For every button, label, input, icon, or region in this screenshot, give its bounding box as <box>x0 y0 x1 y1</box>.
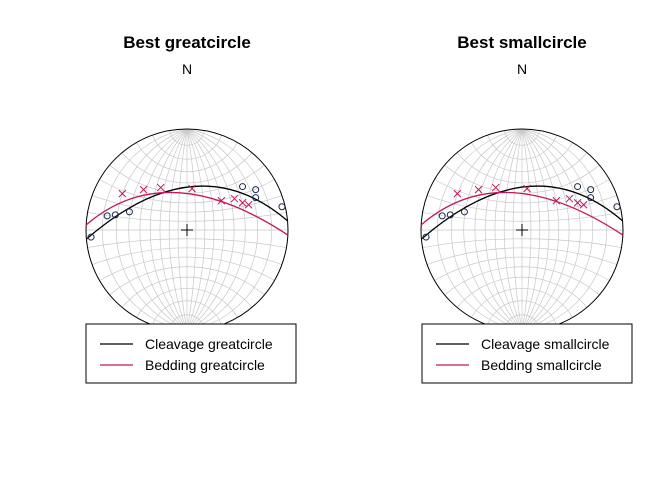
grid-parallel <box>152 134 222 160</box>
legend: Cleavage smallcircle Bedding smallcircle <box>421 323 633 384</box>
bedding-point-stroke <box>573 198 582 207</box>
cleavage-point <box>587 194 595 202</box>
bedding-point-stroke <box>238 198 247 207</box>
grid-parallel <box>169 130 205 146</box>
cleavage-point <box>446 211 454 219</box>
cleavage-point <box>574 183 582 191</box>
grid-parallel <box>121 276 253 308</box>
grid-parallel <box>422 212 622 222</box>
wulff-grid <box>86 128 288 332</box>
bedding-point <box>491 183 500 192</box>
fitted-circle <box>420 191 624 236</box>
grid-parallel <box>152 300 222 326</box>
cleavage-point <box>613 203 621 211</box>
legend-box <box>421 323 633 384</box>
bedding-point-stroke <box>118 189 127 198</box>
bedding-point <box>118 189 127 198</box>
cleavage-point <box>252 186 260 194</box>
bedding-point-stroke <box>565 194 574 203</box>
bedding-point-stroke <box>139 185 148 194</box>
grid-parallel <box>456 152 588 184</box>
grid-parallel <box>444 266 600 296</box>
bedding-point-stroke <box>453 189 462 198</box>
bedding-point <box>217 196 226 205</box>
bedding-point-stroke <box>552 196 561 205</box>
grid-parallel <box>136 142 238 173</box>
bedding-point <box>573 198 582 207</box>
grid-parallel <box>87 238 287 248</box>
legend: Cleavage greatcircle Bedding greatcircle <box>85 323 297 384</box>
grid-parallel <box>109 266 265 296</box>
grid-parallel <box>426 195 618 213</box>
cleavage-point <box>460 208 468 216</box>
bedding-point-stroke <box>217 196 226 205</box>
bedding-point <box>474 185 483 194</box>
bedding-point <box>139 185 148 194</box>
bedding-point-stroke <box>244 200 253 209</box>
stereonet <box>420 128 624 332</box>
bedding-point <box>552 196 561 205</box>
grid-parallel <box>456 276 588 308</box>
cleavage-point <box>278 203 286 211</box>
cleavage-point <box>422 233 430 241</box>
bedding-point-stroke <box>230 194 239 203</box>
grid-parallel <box>91 247 283 265</box>
legend-label-cleavage: Cleavage greatcircle <box>145 336 273 352</box>
cleavage-point <box>125 208 133 216</box>
bedding-point <box>230 194 239 203</box>
cleavage-point <box>111 211 119 219</box>
legend-label-cleavage: Cleavage smallcircle <box>481 336 610 352</box>
bedding-point <box>156 183 165 192</box>
north-label: N <box>182 61 192 77</box>
chart-title: Best smallcircle <box>457 33 586 52</box>
grid-parallel <box>422 238 622 248</box>
grid-parallel <box>87 212 287 222</box>
legend-box <box>85 323 297 384</box>
legend-label-bedding: Bedding greatcircle <box>145 357 265 373</box>
grid-parallel <box>121 152 253 184</box>
chart-title: Best greatcircle <box>123 33 251 52</box>
grid-parallel <box>504 130 540 146</box>
bedding-point <box>238 198 247 207</box>
bedding-point-stroke <box>579 200 588 209</box>
bedding-point <box>188 184 196 193</box>
cleavage-point <box>87 233 95 241</box>
bedding-point-stroke <box>523 184 531 193</box>
grid-parallel <box>99 256 275 281</box>
bedding-point <box>523 184 531 193</box>
panel-right: Best smallcircle N Cleavage smallcircle … <box>420 33 633 384</box>
grid-parallel <box>426 247 618 265</box>
cleavage-point <box>587 186 595 194</box>
bedding-point <box>453 189 462 198</box>
grid-parallel <box>99 179 275 204</box>
bedding-point-stroke <box>491 183 500 192</box>
panel-left: Best greatcircle N Cleavage greatcircle … <box>85 33 297 384</box>
bedding-point-stroke <box>156 183 165 192</box>
bedding-point-stroke <box>188 184 196 193</box>
grid-parallel <box>487 134 557 160</box>
stereonet <box>85 128 289 332</box>
cleavage-point <box>252 194 260 202</box>
fitted-circle <box>85 191 289 236</box>
grid-parallel <box>136 287 238 318</box>
cleavage-point <box>239 183 247 191</box>
north-label: N <box>517 61 527 77</box>
cleavage-point <box>438 212 446 220</box>
bedding-point-stroke <box>474 185 483 194</box>
grid-parallel <box>434 179 610 204</box>
grid-parallel <box>487 300 557 326</box>
grid-parallel <box>434 256 610 281</box>
grid-parallel <box>471 142 573 173</box>
bedding-point <box>244 200 253 209</box>
grid-parallel <box>91 195 283 213</box>
grid-parallel <box>471 287 573 318</box>
cleavage-point <box>103 212 111 220</box>
bedding-point <box>579 200 588 209</box>
legend-label-bedding: Bedding smallcircle <box>481 357 602 373</box>
bedding-point <box>565 194 574 203</box>
